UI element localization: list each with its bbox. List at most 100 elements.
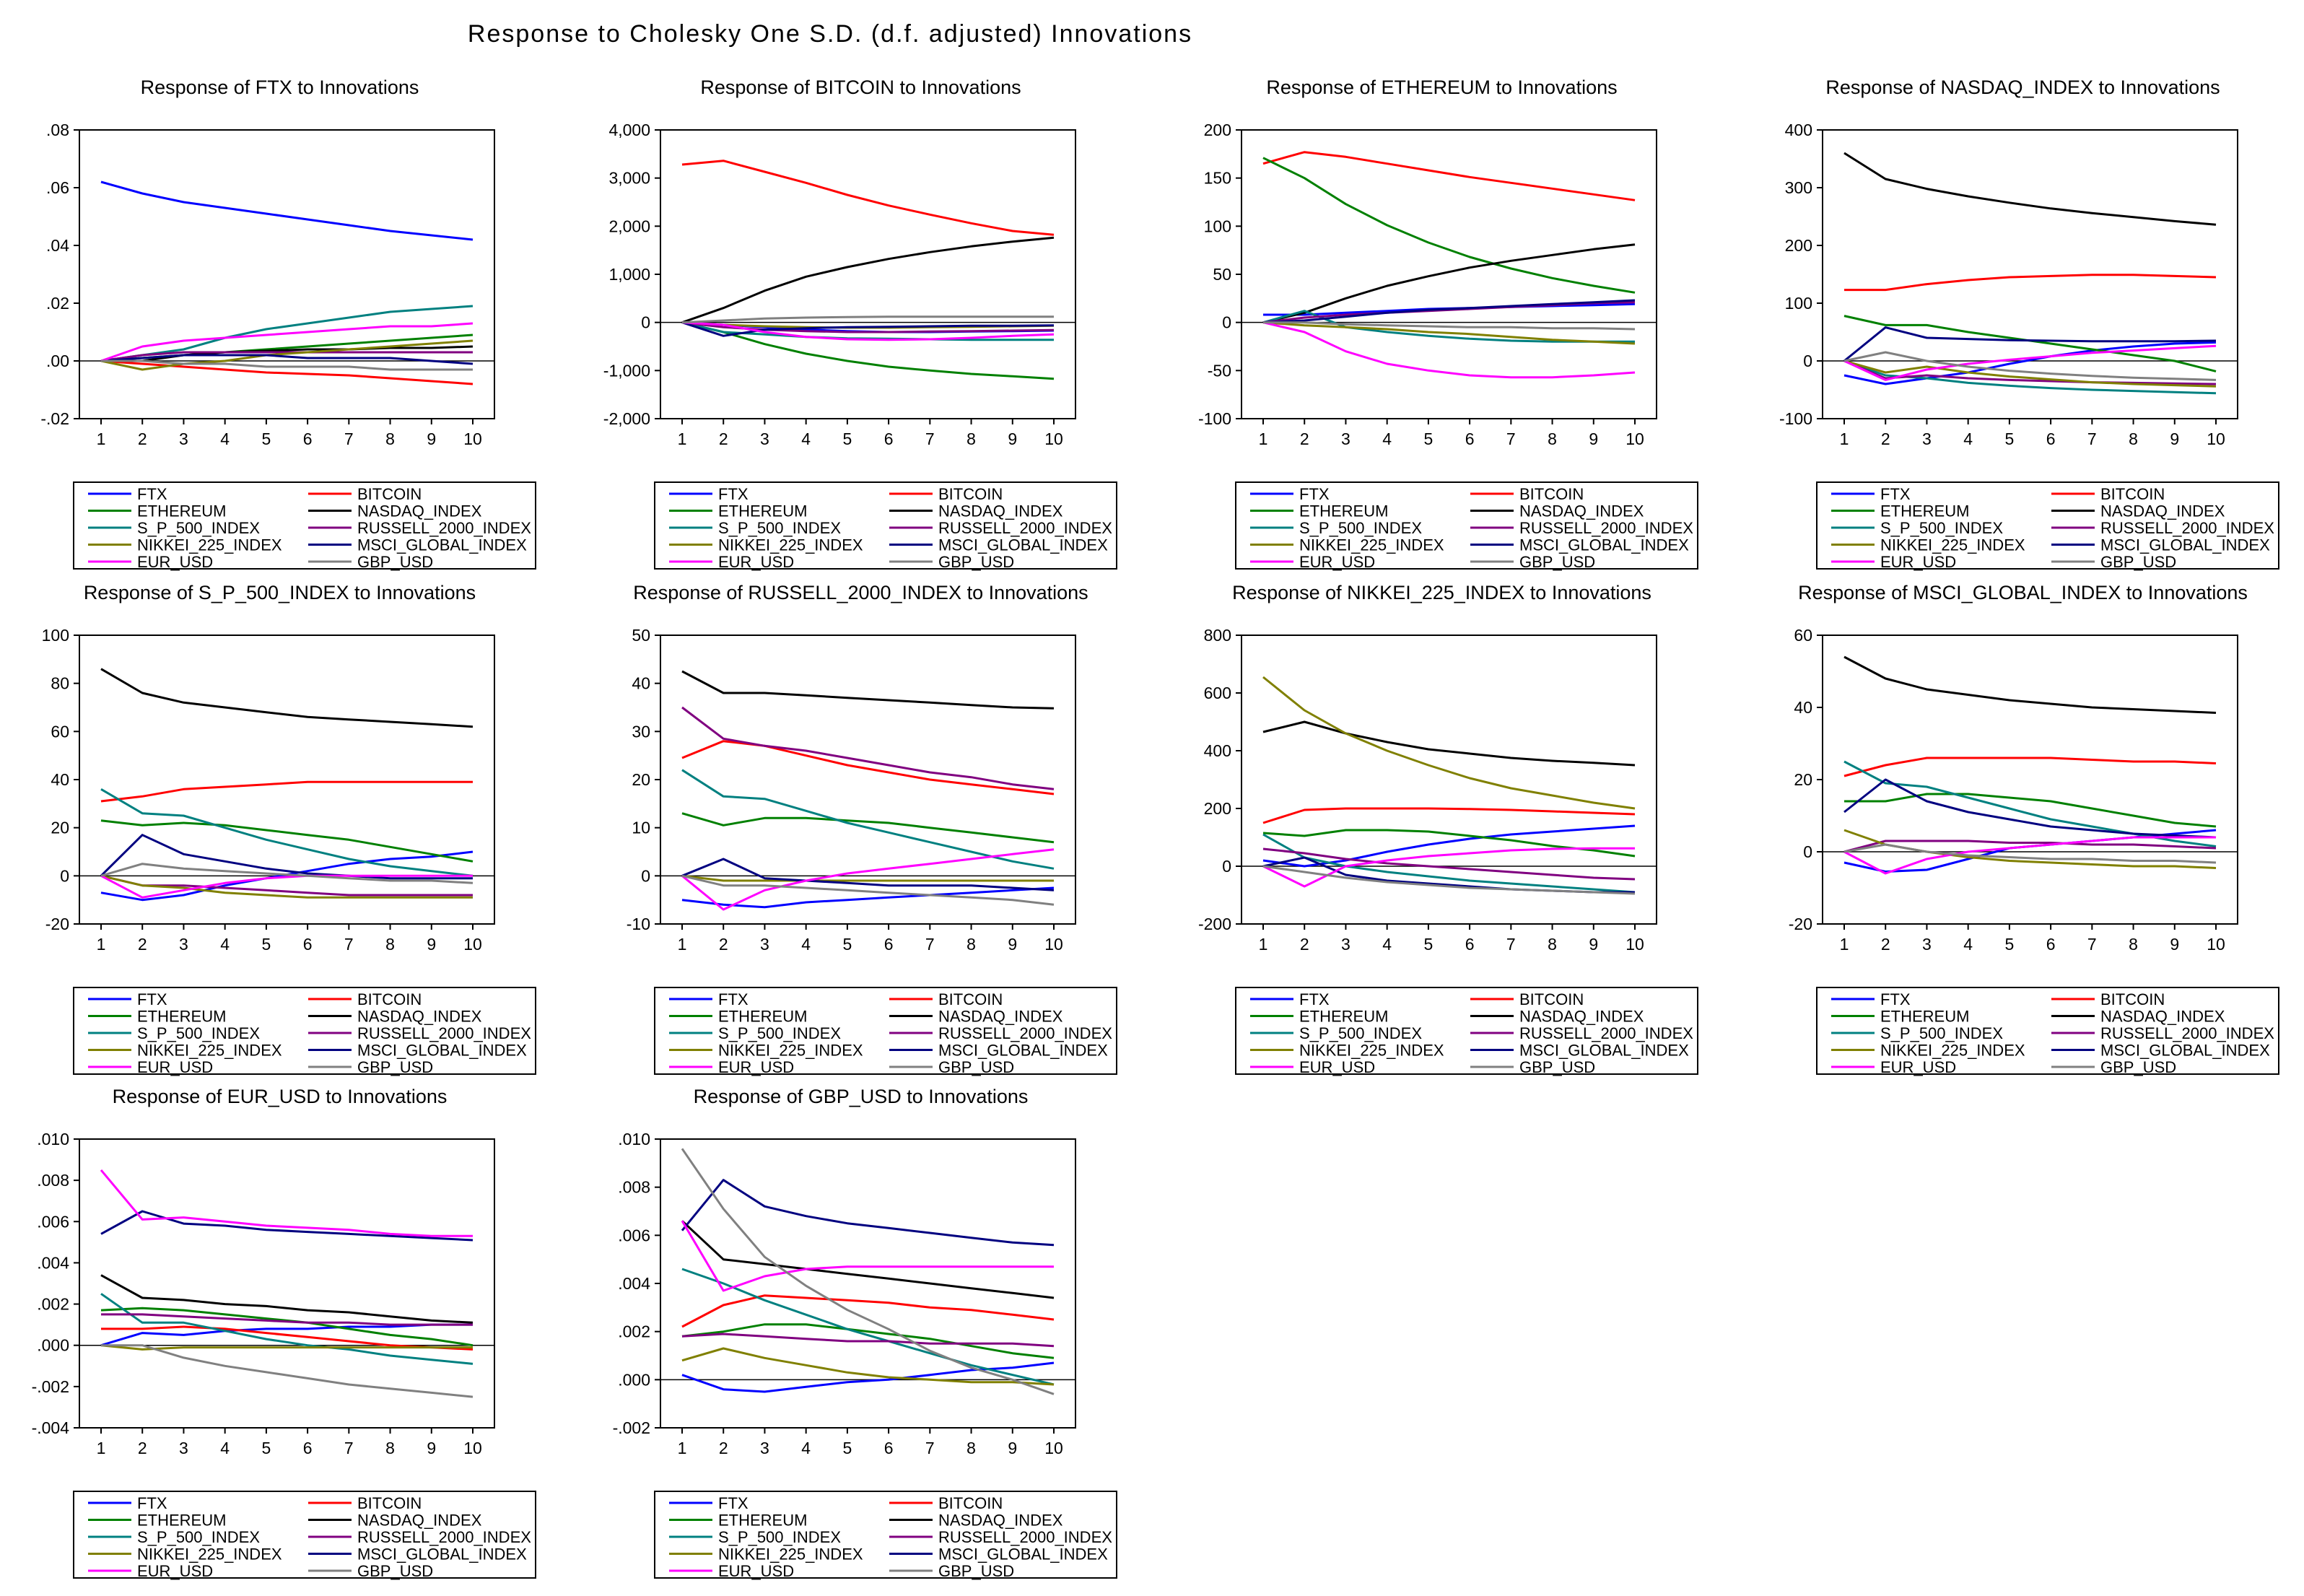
x-tick-label: 4 <box>220 429 230 448</box>
x-tick-label: 10 <box>1044 1439 1063 1457</box>
legend-box <box>1816 987 2279 1075</box>
y-tick-label: 60 <box>1794 626 1812 645</box>
legend-label: GBP_USD <box>2100 553 2176 571</box>
y-tick-label: .008 <box>618 1178 650 1197</box>
legend-label: MSCI_GLOBAL_INDEX <box>1519 536 1689 554</box>
legend-box <box>73 1491 536 1579</box>
x-tick-label: 3 <box>760 429 769 448</box>
series-line-eur-usd <box>1843 344 2217 381</box>
x-tick-label: 8 <box>385 1439 395 1457</box>
legend-label: BITCOIN <box>938 1494 1003 1512</box>
legend-label: BITCOIN <box>357 990 422 1008</box>
x-tick-label: 2 <box>1300 429 1309 448</box>
legend-label: EUR_USD <box>1880 553 1956 571</box>
x-tick-label: 9 <box>427 429 436 448</box>
x-tick-label: 4 <box>1382 935 1392 954</box>
legend: FTX BITCOIN ETHEREUM NASDAQ_INDEX S_P_500_IN… <box>73 481 536 571</box>
x-tick-label: 3 <box>1922 935 1932 954</box>
series-line-msci-global-index <box>681 321 1055 337</box>
legend-label: GBP_USD <box>357 1058 433 1076</box>
y-tick-label: 0 <box>1222 857 1231 876</box>
x-tick-label: 6 <box>884 1439 894 1457</box>
legend-label: ETHEREUM <box>137 502 226 520</box>
legend-label: BITCOIN <box>357 1494 422 1512</box>
x-tick-label: 1 <box>1840 429 1849 448</box>
y-tick-label: 200 <box>1785 236 1812 255</box>
series-line-gbp-usd <box>1262 865 1636 895</box>
y-tick-label: .002 <box>618 1322 650 1341</box>
y-tick-label: 400 <box>1785 121 1812 139</box>
legend-label: MSCI_GLOBAL_INDEX <box>357 536 527 554</box>
x-tick-label: 8 <box>1548 935 1557 954</box>
series-line-nasdaq-index <box>100 668 474 728</box>
series-line-nasdaq-index <box>101 345 474 362</box>
x-tick-label: 7 <box>344 935 354 954</box>
series-line-s-p-500-index <box>681 1268 1055 1386</box>
legend-box <box>73 987 536 1075</box>
series-line-russell-2000-index <box>101 1313 473 1326</box>
legend-label: S_P_500_INDEX <box>1880 519 2003 537</box>
series-line-russell-2000-index <box>1843 359 2217 385</box>
series-line-eur-usd <box>1262 321 1636 379</box>
legend-label: EUR_USD <box>718 553 794 571</box>
legend-label: ETHEREUM <box>137 1512 226 1530</box>
legend-label: NASDAQ_INDEX <box>357 502 482 520</box>
x-tick-label: 8 <box>385 935 395 954</box>
series-line-eur-usd <box>681 1220 1054 1292</box>
y-tick-label: 100 <box>1204 217 1231 235</box>
x-tick-label: 4 <box>1963 429 1973 448</box>
legend-label: MSCI_GLOBAL_INDEX <box>938 1545 1108 1564</box>
legend-label: FTX <box>1299 485 1330 503</box>
series-line-gbp-usd <box>1843 843 2217 864</box>
y-tick-label: -10 <box>627 915 650 933</box>
y-tick-label: -100 <box>1198 409 1231 428</box>
x-tick-label: 4 <box>1963 935 1973 954</box>
x-tick-label: 4 <box>220 1439 230 1457</box>
series-line-bitcoin <box>681 160 1055 236</box>
x-tick-label: 10 <box>463 429 482 448</box>
series-line-russell-2000-index <box>100 351 473 362</box>
x-tick-label: 5 <box>1423 429 1433 448</box>
legend-label: NIKKEI_225_INDEX <box>718 1042 863 1060</box>
series-line-ethereum <box>1844 793 2217 828</box>
legend-label: NIKKEI_225_INDEX <box>1299 1042 1444 1060</box>
x-tick-label: 7 <box>2087 429 2097 448</box>
series-line-nasdaq-index <box>681 1220 1055 1299</box>
series-line-bitcoin <box>1262 807 1636 824</box>
x-tick-label: 7 <box>925 429 935 448</box>
series-line-eur-usd <box>1262 847 1635 888</box>
x-tick-label: 5 <box>261 1439 271 1457</box>
x-tick-label: 8 <box>966 935 976 954</box>
series-line-gbp-usd <box>681 1148 1055 1395</box>
legend-label: MSCI_GLOBAL_INDEX <box>2100 1042 2270 1060</box>
legend-box <box>1816 481 2279 570</box>
series-line-gbp-usd <box>681 874 1055 906</box>
y-tick-label: 40 <box>632 674 650 693</box>
series-line-eur-usd <box>681 321 1055 341</box>
legend-label: GBP_USD <box>938 1058 1014 1076</box>
series-line-msci-global-index <box>681 1179 1055 1247</box>
legend-label: RUSSELL_2000_INDEX <box>357 1528 531 1546</box>
x-tick-label: 4 <box>801 935 811 954</box>
series-line-s-p-500-index <box>100 1293 474 1365</box>
legend: FTX BITCOIN ETHEREUM NASDAQ_INDEX S_P_500_IN… <box>654 1491 1117 1580</box>
legend-box <box>1235 481 1698 570</box>
legend-label: EUR_USD <box>1299 1058 1375 1076</box>
y-tick-label: 30 <box>632 722 650 741</box>
series-line-ethereum <box>681 812 1055 844</box>
series-line-nasdaq-index <box>1262 720 1636 767</box>
legend-label: RUSSELL_2000_INDEX <box>357 519 531 537</box>
x-tick-label: 9 <box>2170 935 2179 954</box>
x-tick-label: 6 <box>303 429 313 448</box>
legend-label: FTX <box>718 485 749 503</box>
series-line-nikkei-225-index <box>100 339 474 371</box>
legend: FTX BITCOIN ETHEREUM NASDAQ_INDEX S_P_500_IN… <box>654 987 1117 1076</box>
y-tick-label: -1,000 <box>603 361 650 380</box>
x-tick-label: 10 <box>463 1439 482 1457</box>
x-tick-label: 8 <box>966 1439 976 1457</box>
irf-panel: Response of RUSSELL_2000_INDEX to Innova… <box>627 582 1117 1076</box>
y-tick-label: 80 <box>51 674 69 693</box>
x-tick-label: 3 <box>1341 935 1350 954</box>
legend-label: S_P_500_INDEX <box>137 1528 260 1546</box>
